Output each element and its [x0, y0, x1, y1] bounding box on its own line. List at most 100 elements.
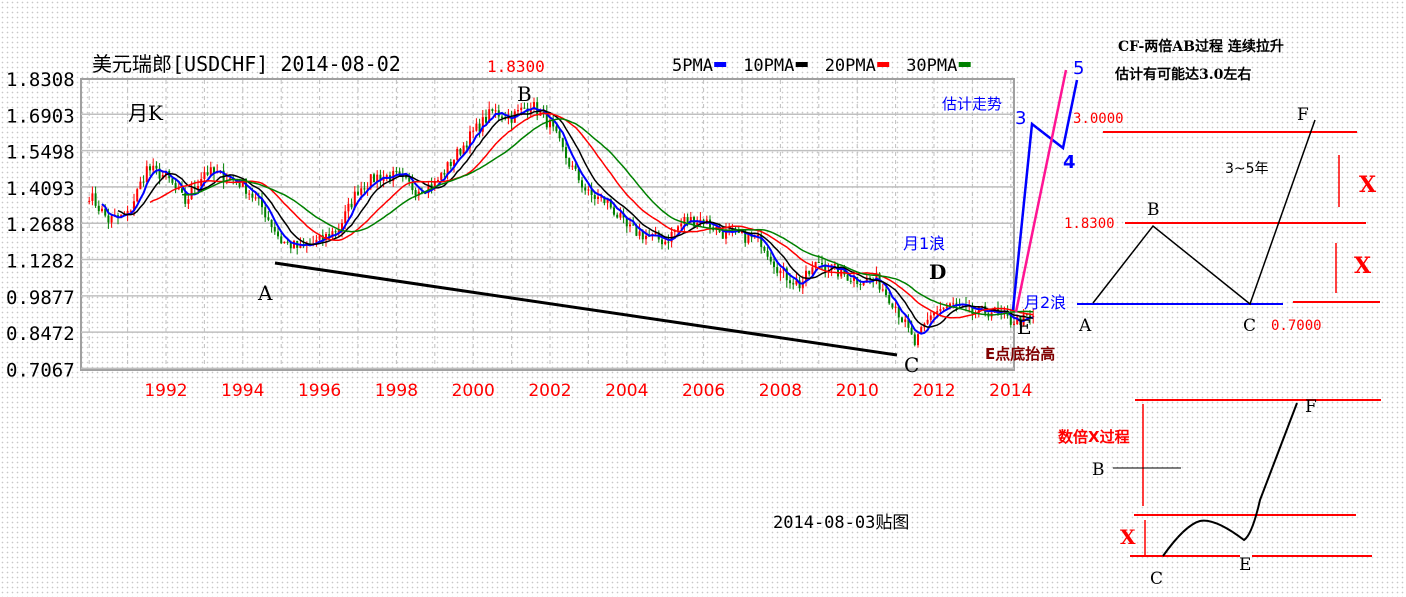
years-label: 3~5年 [1225, 161, 1269, 177]
candle-body [696, 222, 699, 227]
candle-body [280, 236, 283, 244]
candle-body [667, 241, 670, 243]
candle-body [433, 181, 436, 189]
candle-body [1009, 315, 1012, 325]
candle-body [411, 181, 414, 191]
candle-body [568, 158, 571, 167]
candle-body [318, 235, 321, 240]
candle-body [763, 246, 766, 251]
candle-body [654, 232, 657, 235]
candle-body [997, 307, 999, 312]
trend-line-a-c [274, 261, 898, 357]
candle-body [773, 261, 775, 268]
candle-body [913, 334, 916, 346]
candle-body [721, 231, 724, 239]
x-tick-label: 2000 [452, 381, 495, 401]
candle-body [821, 262, 823, 265]
candle-body [641, 231, 644, 240]
candle-body [357, 191, 359, 195]
candle-body [945, 306, 948, 309]
candle-body [213, 167, 215, 174]
candle-body [469, 131, 471, 148]
candle-body [1013, 324, 1015, 326]
candle-body [577, 168, 580, 181]
candle-body [613, 207, 615, 215]
candle-body [238, 182, 241, 187]
diagram1-f: F [1297, 105, 1309, 125]
x-tick-label: 2004 [605, 381, 648, 401]
d2-path [1162, 402, 1298, 557]
x-tick-label: 2008 [759, 381, 802, 401]
candle-body [405, 175, 407, 178]
candle-body [453, 159, 455, 167]
candle-body [520, 107, 523, 111]
moving-averages [101, 106, 1034, 335]
candle-body [926, 319, 929, 324]
diagram1-line1: CF-两倍AB过程 连续拉升 [1118, 38, 1284, 55]
candle-body [379, 174, 382, 181]
candle-body [555, 126, 558, 132]
candle-body [952, 303, 955, 305]
y-tick-label: 0.7067 [6, 359, 75, 381]
label-e: E [1017, 315, 1032, 339]
candle-body [789, 280, 791, 284]
candle-body [581, 180, 583, 188]
level-top-label: 3.0000 [1073, 111, 1124, 127]
candle-body [347, 203, 350, 212]
candle-body [1025, 314, 1028, 316]
candle-body [459, 148, 462, 155]
candle-body [881, 289, 884, 291]
candle-body [481, 116, 484, 132]
candle-body [949, 303, 951, 307]
candle-body [158, 168, 161, 179]
candle-body [350, 203, 353, 208]
candle-body [136, 189, 139, 202]
x-tick-label: 1994 [221, 381, 264, 401]
candle-body [273, 226, 276, 232]
ma-line-30PMA [181, 118, 1034, 316]
diagram-ab-cf: CF-两倍AB过程 连续拉升 估计有可能达3.0左右 3.0000 1.8300… [1064, 38, 1380, 336]
candle-body [437, 179, 439, 182]
diagram1-b: B [1147, 200, 1160, 220]
candle-body [161, 174, 164, 179]
wave5-label: 5 [1073, 58, 1084, 79]
e-higher-label: E点底抬高 [985, 345, 1055, 363]
wave2-label: 月2浪 [1024, 293, 1066, 312]
label-d: D [929, 260, 946, 284]
legend-label: 5PMA [672, 56, 713, 76]
candle-body [862, 282, 865, 286]
candle-body [779, 270, 782, 274]
candle-body [149, 166, 151, 171]
candle-body [376, 174, 379, 183]
candle-body [929, 315, 932, 320]
candle-body [488, 109, 491, 123]
candle-body [558, 131, 561, 139]
candle-body [897, 306, 900, 318]
candle-body [549, 119, 551, 128]
candle-body [366, 188, 369, 190]
level-mid-label: 1.8300 [1064, 216, 1115, 232]
d2-e: E [1239, 555, 1251, 575]
d2-title: 数倍X过程 [1058, 428, 1130, 446]
candle-body [942, 308, 945, 310]
x-label-low: X [1354, 253, 1372, 279]
candle-body [261, 198, 263, 208]
candles [88, 97, 1035, 348]
candle-body [920, 327, 923, 335]
candle-body [363, 188, 366, 190]
candle-body [552, 119, 555, 127]
y-tick-label: 1.5498 [6, 142, 75, 164]
diagram1-a: A [1078, 316, 1092, 336]
candle-body [1006, 311, 1009, 316]
candle-body [353, 191, 356, 208]
candle-body [254, 197, 257, 199]
plot-frame [80, 78, 1015, 371]
candle-body [181, 188, 183, 193]
candle-body [744, 229, 747, 243]
candle-body [472, 130, 475, 132]
abcf-path [1092, 119, 1316, 306]
candle-body [747, 234, 750, 243]
candle-body [270, 219, 273, 227]
candle-body [91, 193, 94, 201]
